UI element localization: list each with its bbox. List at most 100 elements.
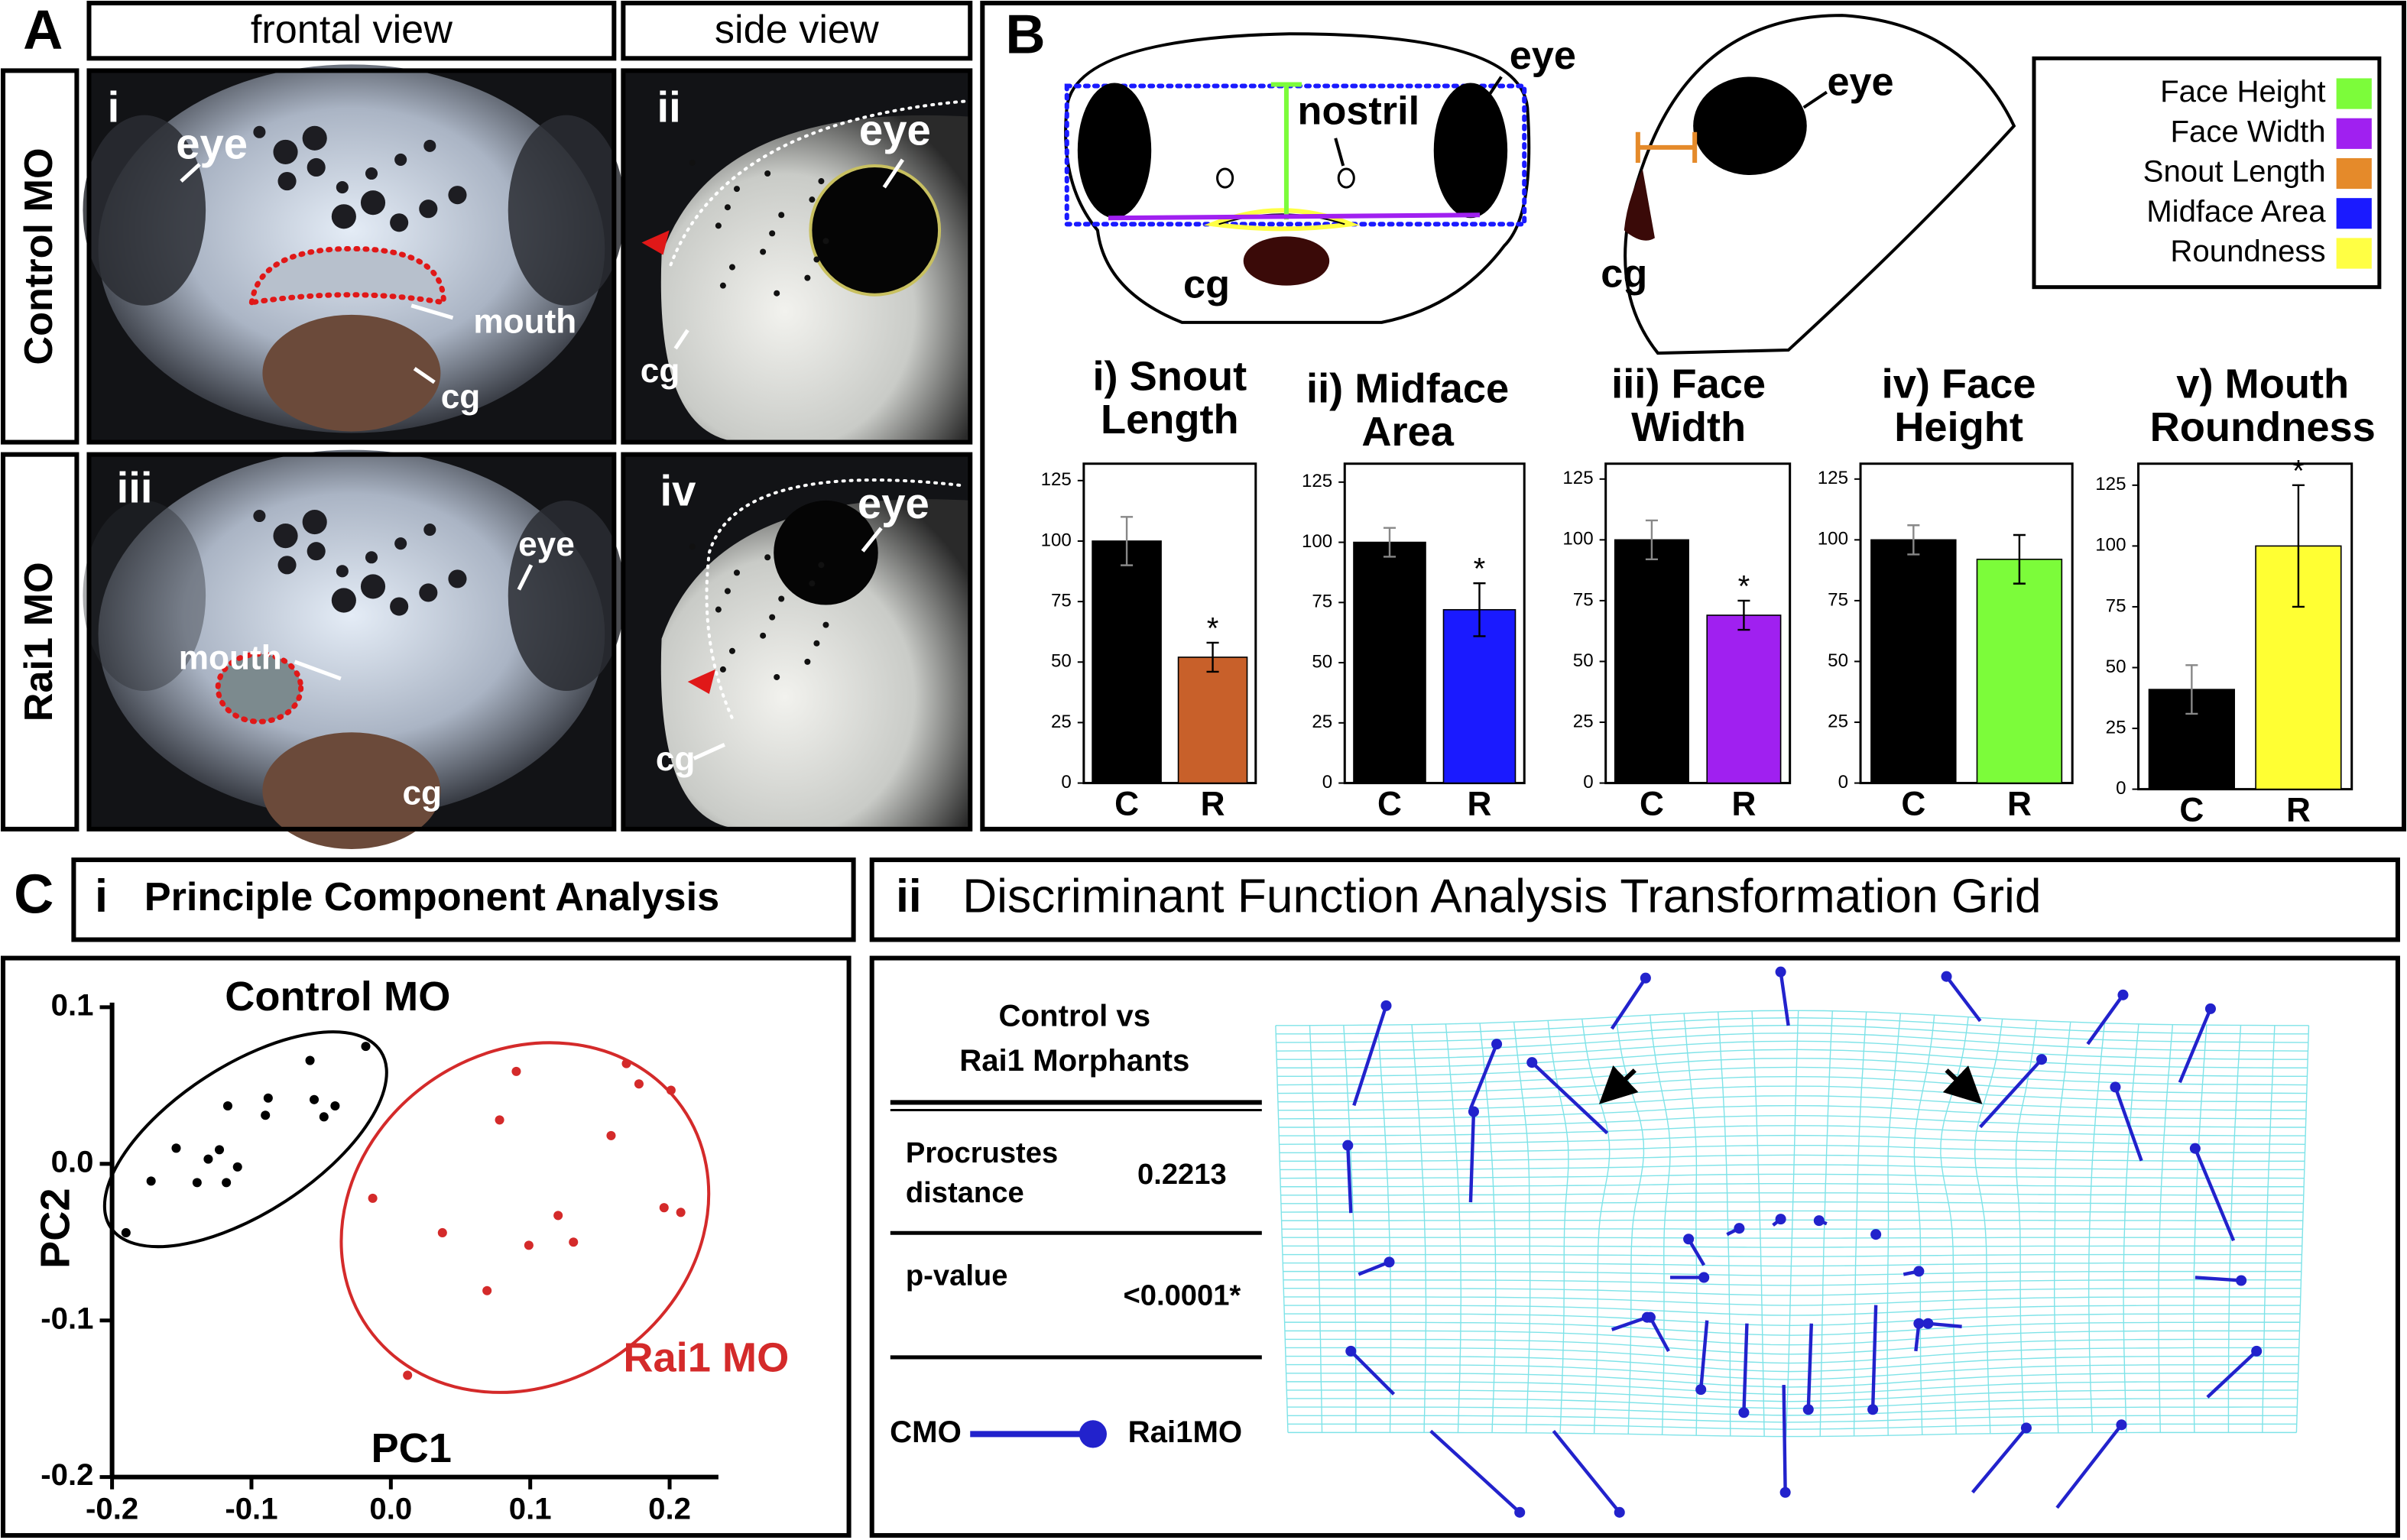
chart-title: v) Mouth	[2176, 361, 2349, 407]
eye-shape	[508, 500, 625, 692]
image-label: eye	[858, 479, 929, 527]
landmark-dot	[1775, 966, 1786, 977]
grid-line	[2295, 1025, 2310, 1433]
frame	[980, 1, 2406, 832]
grid-line	[1513, 1022, 1531, 1433]
pigment	[774, 290, 780, 297]
x-tick-label: R	[1201, 785, 1225, 822]
landmark-dot	[1683, 1234, 1695, 1245]
displacement-vector	[1468, 1111, 1476, 1203]
significance-marker: *	[1207, 611, 1219, 645]
landmark-dot	[2036, 1054, 2048, 1065]
panel-title: Principle Component Analysis	[144, 875, 719, 919]
landmark-dot	[1526, 1057, 1538, 1068]
legend-swatch	[2336, 238, 2372, 269]
pigment	[804, 274, 811, 281]
pigment	[423, 524, 436, 537]
legend-dot	[1079, 1420, 1107, 1448]
grid-line	[1285, 1347, 2299, 1364]
chart-title: Length	[1101, 397, 1239, 443]
grid-line	[1377, 1025, 1392, 1433]
image-label: cg	[441, 378, 481, 416]
legend-swatch	[2336, 198, 2372, 229]
diagram-label: cg	[1183, 262, 1230, 306]
diagram-label: nostril	[1298, 89, 1420, 133]
grid-line	[2087, 1023, 2106, 1433]
landmark-dot	[1775, 1214, 1786, 1225]
pointer	[1334, 138, 1345, 167]
image-numeral: i	[108, 83, 120, 131]
landmark-dot	[1514, 1506, 1526, 1518]
landmark-dot	[2204, 1003, 2216, 1014]
landmark-dot	[1345, 1345, 1357, 1357]
table-header: Rai1 Morphants	[959, 1043, 1189, 1078]
legend-swatch	[2336, 78, 2372, 109]
pigment	[253, 509, 266, 523]
title-numeral: ii	[896, 870, 921, 922]
x-tick-label: 0.0	[369, 1491, 412, 1525]
grid-line	[1286, 1363, 2299, 1380]
y-tick-label: 0.0	[51, 1144, 94, 1179]
grid-line	[1278, 1095, 2307, 1111]
y-tick-label: 125	[2095, 474, 2126, 494]
y-tick-label: 0	[1061, 772, 1071, 793]
grid-line	[1280, 1154, 2305, 1162]
red-arrow	[641, 230, 670, 255]
pigment	[360, 190, 386, 216]
data-point	[621, 1059, 631, 1068]
diagram-label: cg	[1601, 251, 1647, 296]
grid-line	[1284, 1321, 2300, 1336]
row-header: Control MO	[17, 148, 61, 365]
pigment	[728, 264, 735, 271]
pigment	[724, 204, 731, 211]
data-point	[222, 1101, 232, 1111]
error-bar	[1473, 582, 1486, 637]
grid-line	[1283, 1262, 2302, 1267]
landmark-dot	[1384, 1256, 1395, 1268]
plot-frame	[2137, 462, 2353, 791]
y-tick-label: 0.1	[51, 987, 94, 1022]
pigment	[448, 569, 467, 588]
legend-label: Roundness	[2170, 234, 2325, 268]
pigment	[818, 562, 825, 569]
grid-line	[1279, 1144, 2305, 1154]
pigment	[769, 230, 776, 237]
pigment	[715, 606, 722, 613]
pigment	[336, 565, 349, 578]
landmark-dot	[2020, 1422, 2032, 1434]
bar	[1442, 608, 1517, 784]
displacement-vector	[1611, 1315, 1648, 1331]
pigment	[689, 159, 696, 166]
grid-line	[1286, 1373, 2298, 1388]
profile-line	[667, 99, 966, 271]
label-pointer	[517, 564, 534, 591]
pigment	[813, 256, 820, 263]
x-tick-label: R	[1731, 785, 1756, 822]
series-label: Rai1 MO	[623, 1334, 789, 1380]
y-tick-label: 50	[1573, 650, 1594, 671]
pigment	[277, 172, 297, 191]
displacement-vector	[1928, 1321, 1962, 1328]
grid-line	[1280, 1173, 2305, 1179]
pigment	[715, 222, 722, 229]
eye-shape	[1693, 76, 1807, 176]
x-tick-label: 0.1	[509, 1491, 552, 1525]
data-point	[330, 1101, 340, 1111]
grid-line	[1283, 1279, 2302, 1286]
legend-swatch	[2336, 157, 2372, 190]
grid-line	[1284, 1330, 2300, 1346]
grid-line	[1683, 1013, 1698, 1436]
red-arrow	[687, 669, 715, 695]
data-point	[232, 1162, 242, 1172]
label-pointer	[673, 329, 689, 350]
eye-shape	[809, 164, 942, 297]
landmark-dot	[1913, 1318, 1925, 1329]
landmark-dot	[2110, 1081, 2121, 1093]
bar	[1706, 614, 1782, 784]
data-point	[606, 1130, 616, 1140]
x-tick-label: C	[1640, 785, 1664, 822]
data-point	[524, 1240, 534, 1250]
row-value: 0.2213	[1137, 1158, 1227, 1191]
